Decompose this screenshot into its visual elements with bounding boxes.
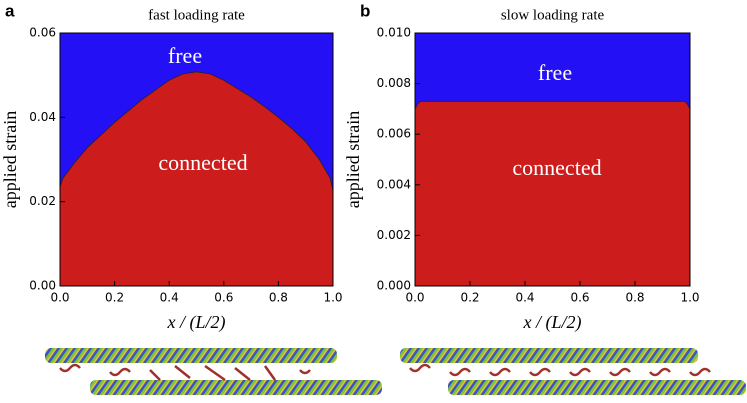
y-tick-label: 0.00	[29, 279, 56, 293]
x-tick-label: 0.8	[269, 291, 288, 305]
panel: 0.00 0.02 0.04 0.06 0.0 0.2 0.4 0.6 0.8 1.0 a fast …	[0, 1, 342, 333]
y-tick-label: 0.010	[377, 26, 411, 40]
y-tick-label: 0.06	[29, 26, 56, 40]
filament	[45, 348, 337, 363]
illustration	[45, 348, 746, 395]
crosslinkers	[59, 363, 311, 382]
panel-label: b	[360, 1, 370, 20]
x-tick-label: 0.6	[570, 291, 589, 305]
chart-title: fast loading rate	[148, 7, 245, 23]
crosslinkers	[409, 363, 711, 377]
filament	[90, 380, 382, 395]
y-tick-label: 0.04	[29, 110, 56, 124]
x-tick-label: 1.0	[680, 291, 699, 305]
y-axis-label: applied strain	[0, 111, 20, 208]
y-tick-label: 0.02	[29, 194, 56, 208]
area	[414, 100, 691, 287]
panel-label: a	[5, 1, 15, 20]
y-tick-label: 0.006	[377, 127, 411, 141]
y-tick-label: 0.002	[377, 228, 411, 242]
x-tick-label: 0.4	[515, 291, 534, 305]
annotation: connected	[158, 150, 247, 175]
x-tick-label: 0.8	[625, 291, 644, 305]
panel: 0.000 0.002 0.004 0.006 0.008 0.010 0.0 0.2 0.4 0…	[343, 1, 699, 333]
x-tick-label: 0.2	[105, 291, 124, 305]
plot-frame	[59, 32, 334, 287]
x-axis-label: x / (L/2)	[167, 312, 226, 333]
filament	[448, 380, 746, 395]
x-tick-label: 1.0	[323, 291, 342, 305]
y-tick-label: 0.000	[377, 279, 411, 293]
y-axis-label: applied strain	[343, 111, 363, 208]
y-tick-label: 0.008	[377, 76, 411, 90]
annotation: connected	[512, 155, 601, 180]
area	[59, 71, 334, 287]
x-tick-label: 0.2	[460, 291, 479, 305]
x-tick-label: 0.4	[160, 291, 179, 305]
x-tick-label: 0.6	[214, 291, 233, 305]
x-axis-label: x / (L/2)	[523, 312, 582, 333]
annotation: free	[538, 60, 572, 85]
x-tick-label: 0.0	[50, 291, 69, 305]
annotation: free	[168, 43, 202, 68]
y-tick-label: 0.004	[377, 177, 411, 191]
x-tick-label: 0.0	[405, 291, 424, 305]
plot-frame	[414, 32, 691, 287]
filament	[400, 348, 698, 363]
chart-title: slow loading rate	[501, 7, 605, 23]
